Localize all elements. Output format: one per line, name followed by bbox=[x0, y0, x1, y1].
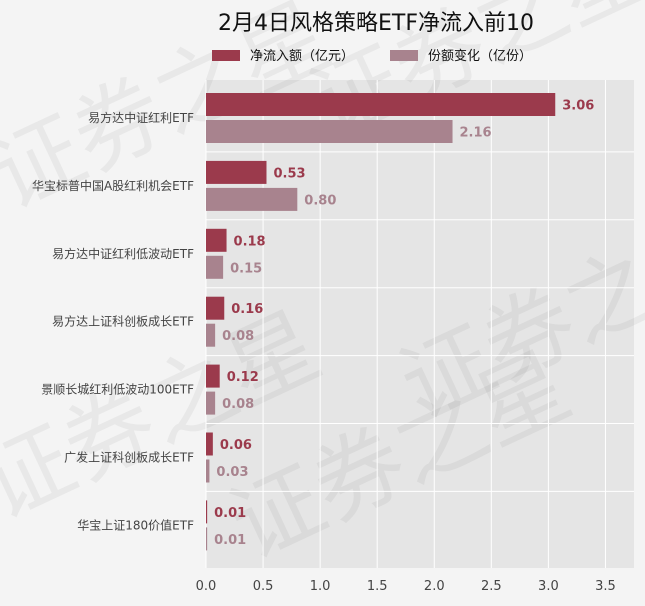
data-label: 0.12 bbox=[227, 370, 259, 385]
x-tick-label: 2.5 bbox=[481, 579, 502, 594]
bar-net-inflow bbox=[206, 160, 267, 184]
category-label: 华宝标普中国A股红利机会ETF bbox=[32, 178, 194, 193]
bar-share-change bbox=[206, 459, 210, 483]
bar-share-change bbox=[206, 120, 453, 143]
x-tick-label: 3.0 bbox=[538, 579, 559, 594]
bar-share-change bbox=[206, 527, 208, 551]
data-label: 0.01 bbox=[214, 506, 246, 521]
bar-net-inflow bbox=[206, 432, 213, 456]
data-label: 0.08 bbox=[222, 329, 254, 344]
data-label: 0.53 bbox=[273, 166, 305, 181]
bar-net-inflow bbox=[206, 500, 208, 524]
category-label: 易方达上证科创板成长ETF bbox=[52, 314, 194, 329]
x-tick-label: 1.0 bbox=[310, 579, 331, 594]
category-label: 华宝上证180价值ETF bbox=[77, 517, 194, 532]
data-label: 0.01 bbox=[214, 533, 246, 548]
bar-share-change bbox=[206, 255, 224, 279]
legend-label: 份额变化（亿份） bbox=[428, 48, 532, 64]
data-label: 0.18 bbox=[234, 234, 266, 249]
category-label: 易方达中证红利ETF bbox=[88, 110, 194, 125]
x-tick-label: 1.5 bbox=[367, 579, 388, 594]
bar-share-change bbox=[206, 323, 216, 347]
x-tick-label: 0.0 bbox=[196, 579, 217, 594]
bar-net-inflow bbox=[206, 228, 227, 252]
data-label: 0.15 bbox=[230, 261, 262, 276]
category-label: 景顺长城红利低波动100ETF bbox=[41, 382, 194, 397]
bar-net-inflow bbox=[206, 296, 225, 320]
x-tick-label: 0.5 bbox=[253, 579, 274, 594]
data-label: 2.16 bbox=[460, 126, 492, 141]
data-label: 0.80 bbox=[304, 193, 336, 208]
legend-label: 净流入额（亿元） bbox=[250, 49, 354, 64]
data-label: 3.06 bbox=[562, 99, 594, 114]
bar-share-change bbox=[206, 391, 216, 415]
plot-area bbox=[206, 80, 634, 568]
chart-title: 2月4日风格策略ETF净流入前10 bbox=[218, 11, 534, 36]
bar-net-inflow bbox=[206, 93, 556, 116]
bar-share-change bbox=[206, 187, 298, 211]
data-label: 0.08 bbox=[222, 397, 254, 412]
legend-swatch bbox=[390, 50, 418, 61]
legend-swatch bbox=[212, 50, 240, 61]
bar-net-inflow bbox=[206, 364, 220, 388]
category-label: 易方达中证红利低波动ETF bbox=[52, 246, 194, 261]
data-label: 0.16 bbox=[231, 302, 263, 317]
x-tick-label: 2.0 bbox=[424, 579, 445, 594]
x-tick-label: 3.5 bbox=[595, 579, 616, 594]
data-label: 0.06 bbox=[220, 438, 252, 453]
category-label: 广发上证科创板成长ETF bbox=[64, 450, 194, 465]
data-label: 0.03 bbox=[216, 465, 248, 480]
